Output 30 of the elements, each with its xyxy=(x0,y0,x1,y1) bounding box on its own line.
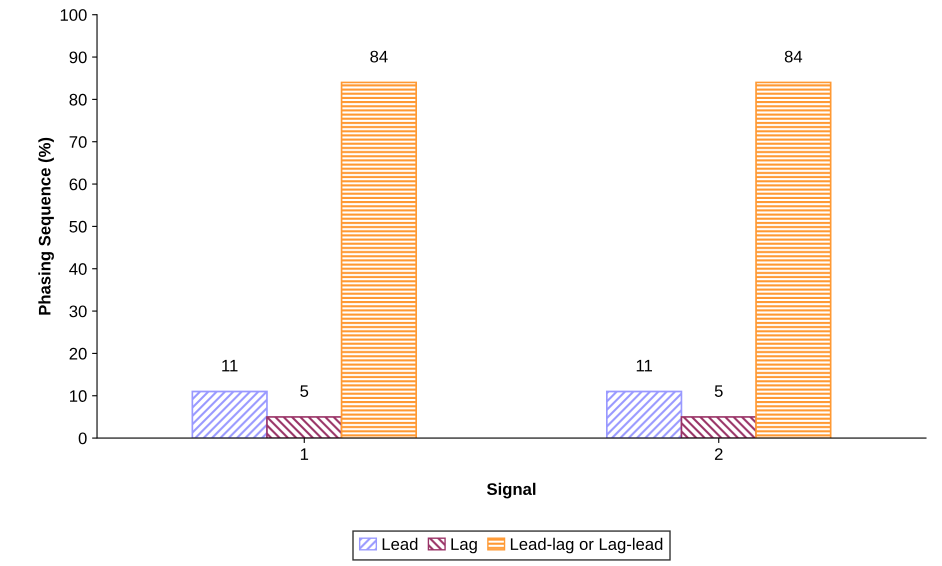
legend-label: Lag xyxy=(451,538,477,554)
y-tick-label: 10 xyxy=(70,390,87,402)
bar xyxy=(755,82,832,438)
data-label: 5 xyxy=(300,385,308,397)
y-axis-title: Phasing Sequence (%) xyxy=(38,138,54,315)
x-tick-label: 1 xyxy=(300,448,308,460)
data-label: 11 xyxy=(222,360,238,372)
y-tick-label: 50 xyxy=(69,220,87,233)
bar xyxy=(192,390,268,438)
y-tick-label: 0 xyxy=(78,432,87,444)
y-tick-label: 20 xyxy=(70,348,87,360)
data-label: 11 xyxy=(636,360,652,372)
bar xyxy=(606,390,682,438)
data-label: 5 xyxy=(714,385,723,397)
data-label: 84 xyxy=(370,50,388,62)
y-tick-label: 90 xyxy=(70,51,87,64)
x-axis-title: Signal xyxy=(486,482,536,498)
bar xyxy=(340,82,418,438)
y-tick-label: 30 xyxy=(69,305,87,318)
legend-label: Lead xyxy=(382,538,418,550)
data-label: 84 xyxy=(784,50,802,62)
y-tick-label: 40 xyxy=(69,263,87,275)
x-tick-label: 2 xyxy=(714,448,723,460)
y-tick-label: 80 xyxy=(69,94,87,106)
legend-label: Lead-lag or Lag-lead xyxy=(510,538,662,554)
y-tick-label: 100 xyxy=(60,9,87,21)
bar xyxy=(266,416,342,438)
bar xyxy=(680,416,757,438)
y-tick-label: 70 xyxy=(70,136,87,148)
y-tick-label: 60 xyxy=(70,178,87,190)
